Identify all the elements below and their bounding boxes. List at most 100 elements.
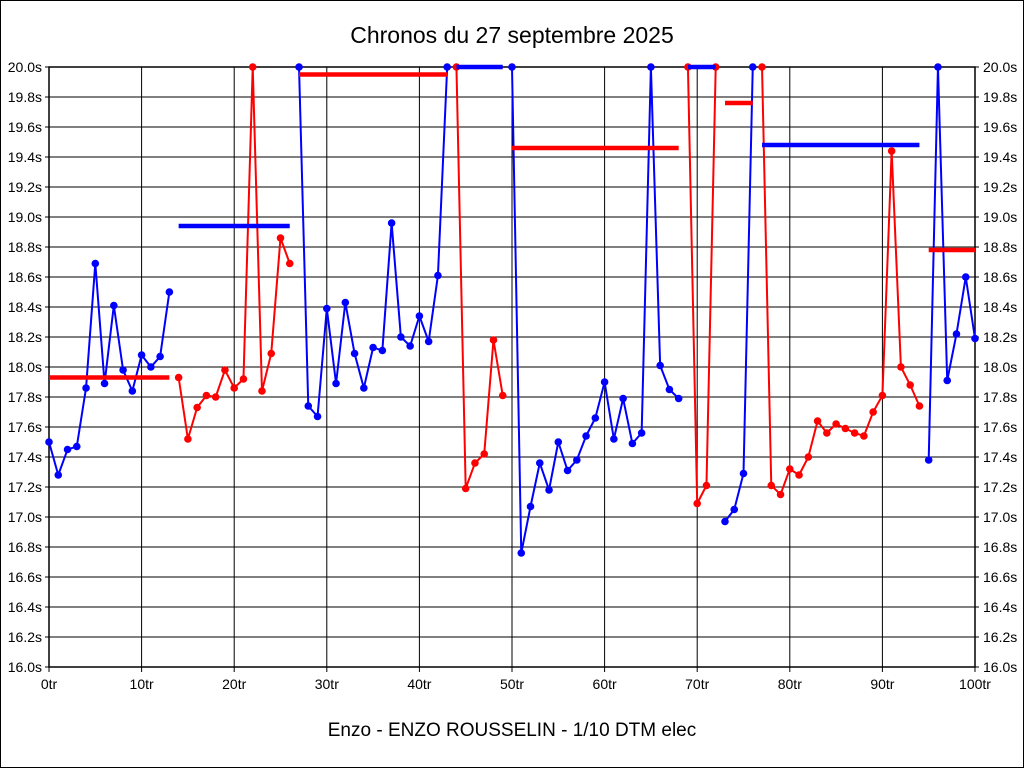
data-point-blue: [554, 438, 563, 446]
data-point-red: [878, 391, 887, 400]
data-point-blue: [72, 442, 81, 451]
data-point-blue: [369, 343, 377, 352]
data-point-blue: [573, 456, 581, 464]
y-axis-tick-label-left: 16.8s: [8, 539, 42, 555]
data-point-blue: [582, 432, 590, 440]
data-point-blue: [63, 445, 72, 454]
data-point-red: [276, 234, 285, 242]
data-point-blue: [128, 387, 137, 395]
y-axis-tick-label-left: 17.4s: [8, 449, 42, 465]
driver-session-label: Enzo - ENZO ROUSSELIN - 1/10 DTM elec: [327, 720, 697, 741]
y-axis-tick-label-right: 16.4s: [983, 599, 1017, 615]
data-point-red: [498, 391, 507, 400]
data-point-red: [230, 384, 238, 392]
series-line-stint-3-blue: [298, 66, 449, 419]
data-point-blue: [563, 466, 572, 475]
data-point-red: [174, 373, 183, 382]
y-axis-tick-label-left: 19.6s: [8, 119, 42, 135]
data-point-red: [221, 366, 229, 374]
data-point-red: [285, 259, 294, 268]
data-point-red: [489, 336, 498, 344]
y-axis-tick-label-left: 20.0s: [8, 59, 42, 75]
data-point-blue: [934, 63, 942, 71]
data-point-blue: [304, 402, 313, 410]
series-line-stint-7-blue: [724, 66, 754, 523]
data-point-red: [193, 403, 201, 412]
data-point-blue: [424, 337, 433, 346]
data-point-blue: [600, 378, 609, 386]
y-axis-tick-label-right: 18.6s: [983, 269, 1017, 285]
series-line-stint-4-red: [455, 66, 504, 489]
y-axis-tick-label-left: 16.0s: [8, 659, 42, 675]
y-axis-tick-label-right: 17.4s: [983, 449, 1017, 465]
data-point-blue: [665, 385, 674, 394]
data-point-red: [823, 429, 831, 437]
y-axis-tick-label-left: 19.2s: [8, 179, 42, 195]
y-axis-tick-label-right: 18.8s: [983, 239, 1017, 255]
data-point-red: [461, 484, 470, 493]
y-axis-tick-label-left: 18.8s: [8, 239, 42, 255]
y-axis-tick-label-left: 16.4s: [8, 599, 42, 615]
y-axis-tick-label-right: 17.0s: [983, 509, 1017, 525]
y-axis-tick-label-right: 18.2s: [983, 329, 1017, 345]
y-axis-tick-label-right: 16.2s: [983, 629, 1017, 645]
data-point-blue: [137, 351, 146, 359]
y-axis-tick-label-right: 19.8s: [983, 89, 1017, 105]
series-line-stint-8-red: [761, 66, 921, 497]
data-point-red: [804, 453, 813, 461]
data-point-blue: [397, 333, 405, 341]
y-axis-tick-label-left: 16.2s: [8, 629, 42, 645]
data-point-red: [702, 481, 711, 490]
data-point-blue: [100, 379, 109, 388]
y-axis-tick-label-left: 19.8s: [8, 89, 42, 105]
data-point-blue: [54, 471, 63, 479]
data-point-red: [693, 499, 701, 508]
data-point-blue: [147, 363, 155, 371]
y-axis-tick-label-right: 16.8s: [983, 539, 1017, 555]
data-point-red: [471, 459, 479, 467]
data-point-red: [906, 381, 914, 389]
data-point-blue: [674, 394, 683, 403]
data-point-blue: [434, 271, 442, 280]
data-point-blue: [387, 219, 396, 227]
data-point-blue: [378, 346, 387, 355]
data-point-blue: [332, 379, 340, 388]
y-axis-tick-label-left: 17.0s: [8, 509, 42, 525]
x-axis-tick-label: 40tr: [407, 676, 431, 692]
data-point-blue: [82, 384, 90, 392]
data-point-blue: [610, 435, 618, 443]
data-point-red: [184, 435, 192, 443]
data-point-blue: [591, 414, 600, 422]
x-axis-tick-label: 30tr: [315, 676, 339, 692]
data-point-blue: [165, 288, 174, 296]
y-axis-tick-label-right: 19.0s: [983, 209, 1017, 225]
y-axis-tick-label-right: 17.6s: [983, 419, 1017, 435]
data-point-blue: [619, 394, 627, 403]
x-axis-tick-label: 0tr: [41, 676, 58, 692]
data-point-blue: [110, 301, 118, 310]
data-point-red: [239, 375, 248, 383]
y-axis-tick-label-right: 18.0s: [983, 359, 1017, 375]
data-point-blue: [647, 63, 655, 71]
data-point-blue: [943, 376, 952, 385]
series-line-stint-6-red: [686, 66, 717, 504]
y-axis-tick-label-left: 18.0s: [8, 359, 42, 375]
data-point-red: [915, 402, 924, 410]
data-point-red: [480, 450, 489, 458]
y-axis-tick-label-left: 18.4s: [8, 299, 42, 315]
y-axis-tick-label-right: 19.6s: [983, 119, 1017, 135]
data-point-blue: [91, 259, 100, 268]
y-axis-tick-label-right: 16.6s: [983, 569, 1017, 585]
series-line-stint-9-blue: [927, 66, 976, 461]
x-axis-tick-label: 90tr: [870, 676, 894, 692]
y-axis-tick-label-right: 18.4s: [983, 299, 1017, 315]
data-point-blue: [341, 298, 350, 307]
data-point-blue: [443, 63, 451, 71]
data-point-blue: [360, 384, 368, 392]
y-axis-tick-label-right: 17.2s: [983, 479, 1017, 495]
data-point-red: [786, 465, 794, 473]
y-axis-tick-label-right: 19.2s: [983, 179, 1017, 195]
series-line-stint-5-blue: [511, 66, 680, 554]
x-axis-tick-label: 100tr: [959, 676, 991, 692]
